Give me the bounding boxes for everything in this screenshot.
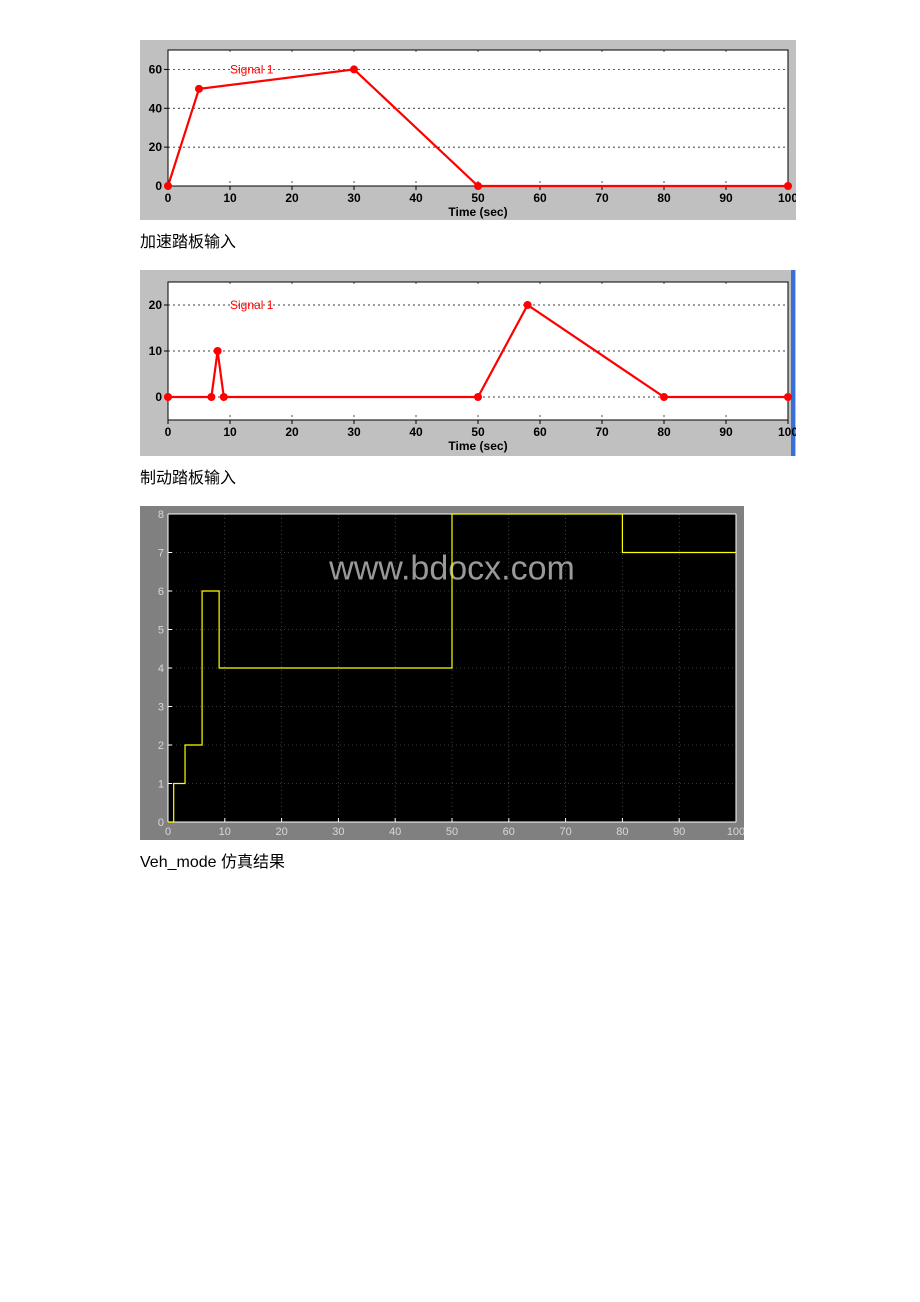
svg-text:0: 0 — [165, 826, 171, 838]
svg-text:0: 0 — [165, 425, 172, 439]
svg-text:100: 100 — [778, 191, 796, 205]
svg-text:80: 80 — [657, 425, 671, 439]
svg-text:100: 100 — [778, 425, 796, 439]
svg-text:3: 3 — [158, 702, 164, 714]
svg-text:0: 0 — [158, 817, 164, 829]
caption-vehmode: Veh_mode 仿真结果 — [140, 848, 780, 872]
svg-text:20: 20 — [149, 140, 163, 154]
svg-text:0: 0 — [155, 179, 162, 193]
chart3-svg: www.bdocx.com012345678010203040506070809… — [140, 506, 744, 840]
svg-text:60: 60 — [533, 191, 547, 205]
svg-text:2: 2 — [158, 740, 164, 752]
svg-text:4: 4 — [158, 663, 164, 675]
accel-pedal-chart: 02040600102030405060708090100Time (sec)S… — [140, 40, 780, 220]
svg-text:Signal 1: Signal 1 — [230, 62, 274, 76]
veh-mode-chart: www.bdocx.com012345678010203040506070809… — [140, 506, 780, 840]
svg-text:60: 60 — [149, 62, 163, 76]
svg-text:30: 30 — [347, 191, 361, 205]
svg-text:50: 50 — [471, 191, 485, 205]
svg-text:20: 20 — [275, 826, 287, 838]
svg-text:80: 80 — [616, 826, 628, 838]
svg-text:80: 80 — [657, 191, 671, 205]
svg-text:10: 10 — [219, 826, 231, 838]
caption-accel: 加速踏板输入 — [140, 228, 780, 252]
svg-text:10: 10 — [149, 344, 163, 358]
svg-text:70: 70 — [595, 191, 609, 205]
svg-text:Signal 1: Signal 1 — [230, 298, 274, 312]
svg-text:1: 1 — [158, 779, 164, 791]
svg-text:100: 100 — [727, 826, 744, 838]
svg-text:Time (sec): Time (sec) — [448, 439, 507, 453]
brake-pedal-chart: 010200102030405060708090100Time (sec)Sig… — [140, 270, 780, 456]
svg-text:40: 40 — [409, 191, 423, 205]
caption-brake: 制动踏板输入 — [140, 464, 780, 488]
chart1-svg: 0 20 40 60 0 10 20 30 40 50 60 70 80 90 100 Time (sec) S… — [140, 40, 796, 220]
svg-text:8: 8 — [158, 509, 164, 521]
svg-text:90: 90 — [719, 191, 733, 205]
svg-text:40: 40 — [149, 101, 163, 115]
svg-text:7: 7 — [158, 548, 164, 560]
svg-text:40: 40 — [389, 826, 401, 838]
svg-text:50: 50 — [471, 425, 485, 439]
svg-text:20: 20 — [285, 191, 299, 205]
svg-text:30: 30 — [332, 826, 344, 838]
svg-text:70: 70 — [559, 826, 571, 838]
svg-text:50: 50 — [446, 826, 458, 838]
svg-text:5: 5 — [158, 625, 164, 637]
svg-text:6: 6 — [158, 586, 164, 598]
svg-text:20: 20 — [149, 298, 163, 312]
svg-text:40: 40 — [409, 425, 423, 439]
svg-text:90: 90 — [673, 826, 685, 838]
svg-text:20: 20 — [285, 425, 299, 439]
svg-text:0: 0 — [165, 191, 172, 205]
svg-text:60: 60 — [533, 425, 547, 439]
svg-text:60: 60 — [503, 826, 515, 838]
svg-text:30: 30 — [347, 425, 361, 439]
chart2-svg: 0 10 20 0 10 20 30 40 50 60 70 80 90 100 Time (sec) Sig… — [140, 270, 796, 456]
svg-text:90: 90 — [719, 425, 733, 439]
svg-text:10: 10 — [223, 425, 237, 439]
svg-text:Time (sec): Time (sec) — [448, 205, 507, 219]
svg-text:0: 0 — [155, 390, 162, 404]
svg-text:70: 70 — [595, 425, 609, 439]
svg-text:10: 10 — [223, 191, 237, 205]
